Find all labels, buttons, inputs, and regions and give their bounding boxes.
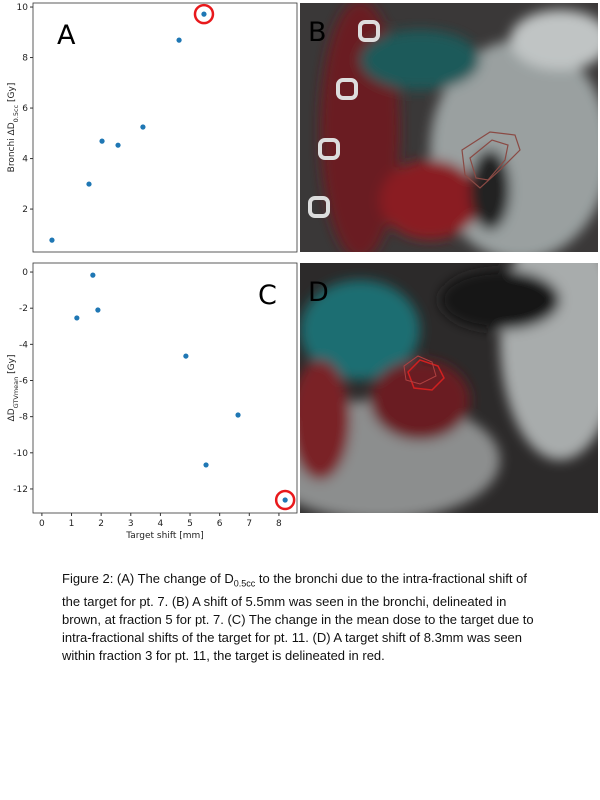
y-tick-label: -6 <box>19 376 28 386</box>
data-point <box>90 272 96 278</box>
data-point <box>86 181 92 187</box>
highlight-ring <box>193 3 215 25</box>
y-axis-label: Bronchi ΔD0.5cc [Gy] <box>7 83 20 173</box>
y-axis-label: ΔDGTVmean [Gy] <box>7 355 20 422</box>
x-tick-label: 3 <box>128 519 134 529</box>
highlight-ring <box>274 489 296 511</box>
image-b <box>300 3 598 252</box>
y-axis-label-part: 0.5cc <box>12 104 20 122</box>
data-point <box>203 462 209 468</box>
y-tick-label: -8 <box>19 413 28 423</box>
y-axis-label-part: [Gy] <box>7 355 17 377</box>
data-point <box>99 138 105 144</box>
data-point <box>74 315 80 321</box>
caption-subscript: 0.5cc <box>233 578 256 589</box>
x-tick-label: 2 <box>98 519 104 529</box>
plot-frame <box>32 2 298 253</box>
x-tick-label: 7 <box>246 519 252 529</box>
x-axis-label: Target shift [mm] <box>125 531 204 541</box>
data-point <box>115 142 121 148</box>
panel-label: A <box>57 20 76 51</box>
caption: Figure 2: (A) The change of D0.5cc to th… <box>62 570 542 665</box>
data-point <box>201 11 207 17</box>
y-axis-label-part: [Gy] <box>7 83 17 105</box>
plot-frame <box>32 262 298 514</box>
data-point <box>235 412 241 418</box>
x-tick-label: 5 <box>187 519 193 529</box>
panel-label: D <box>308 277 329 308</box>
y-tick-label: -10 <box>13 449 28 459</box>
data-point <box>282 497 288 503</box>
panel-label: C <box>258 280 277 311</box>
y-tick-label: 0 <box>22 268 28 278</box>
y-tick-label: 2 <box>22 205 28 215</box>
y-tick-label: -4 <box>19 340 28 350</box>
y-tick-label: 6 <box>22 104 28 114</box>
y-tick-label: -2 <box>19 304 28 314</box>
x-tick-label: 6 <box>217 519 223 529</box>
data-point <box>176 37 182 43</box>
y-tick-label: 10 <box>17 3 29 13</box>
data-point <box>49 237 55 243</box>
panel-label: B <box>308 17 327 48</box>
data-point <box>95 307 101 313</box>
x-tick-label: 8 <box>276 519 282 529</box>
image-d <box>300 263 598 513</box>
y-axis-label-part: Bronchi ΔD <box>7 122 17 172</box>
y-axis-label-part: GTVmean <box>12 377 20 409</box>
x-tick-label: 0 <box>39 519 45 529</box>
data-point <box>140 124 146 130</box>
y-tick-label: 8 <box>22 54 28 64</box>
data-point <box>183 353 189 359</box>
x-tick-label: 1 <box>69 519 75 529</box>
y-tick-label: -12 <box>13 485 28 495</box>
caption-text: Figure 2: (A) The change of D <box>62 571 234 586</box>
y-axis-label-part: ΔD <box>7 408 17 421</box>
y-tick-label: 4 <box>22 155 28 165</box>
x-tick-label: 4 <box>158 519 164 529</box>
caption-text: to the bronchi due to the intra-fraction… <box>62 571 534 663</box>
